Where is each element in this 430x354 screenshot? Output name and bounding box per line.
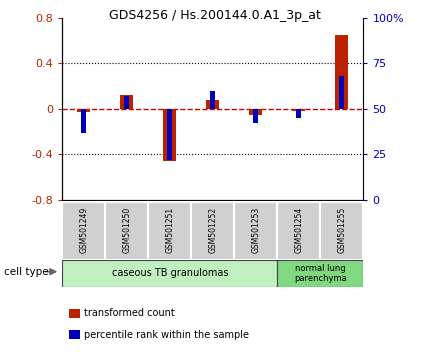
Bar — [163, 109, 176, 161]
Bar — [296, 109, 301, 118]
Bar — [320, 202, 363, 260]
Bar — [167, 109, 172, 160]
Bar — [277, 202, 320, 260]
Bar — [210, 91, 215, 109]
Bar — [277, 260, 363, 287]
Bar — [105, 202, 148, 260]
Bar — [77, 109, 90, 112]
Bar — [335, 35, 348, 109]
Bar — [253, 109, 258, 124]
Text: GSM501253: GSM501253 — [252, 206, 260, 253]
Bar — [206, 100, 219, 109]
Bar — [249, 109, 262, 115]
Text: GSM501252: GSM501252 — [209, 206, 217, 252]
Bar — [62, 202, 105, 260]
Bar — [120, 95, 133, 109]
Text: transformed count: transformed count — [84, 308, 175, 318]
Text: caseous TB granulomas: caseous TB granulomas — [112, 268, 228, 279]
Text: GSM501251: GSM501251 — [166, 206, 174, 252]
Bar — [62, 260, 277, 287]
Bar — [81, 109, 86, 132]
Bar — [148, 202, 191, 260]
Bar — [234, 202, 277, 260]
Bar — [292, 109, 305, 111]
Text: GDS4256 / Hs.200144.0.A1_3p_at: GDS4256 / Hs.200144.0.A1_3p_at — [109, 9, 321, 22]
Bar — [191, 202, 234, 260]
Text: GSM501249: GSM501249 — [80, 206, 88, 253]
Text: GSM501255: GSM501255 — [338, 206, 346, 253]
Text: cell type: cell type — [4, 267, 49, 277]
Bar — [124, 96, 129, 109]
Text: GSM501250: GSM501250 — [123, 206, 131, 253]
Bar — [339, 76, 344, 109]
Text: normal lung
parenchyma: normal lung parenchyma — [294, 264, 347, 283]
Text: GSM501254: GSM501254 — [295, 206, 303, 253]
Text: percentile rank within the sample: percentile rank within the sample — [84, 330, 249, 339]
